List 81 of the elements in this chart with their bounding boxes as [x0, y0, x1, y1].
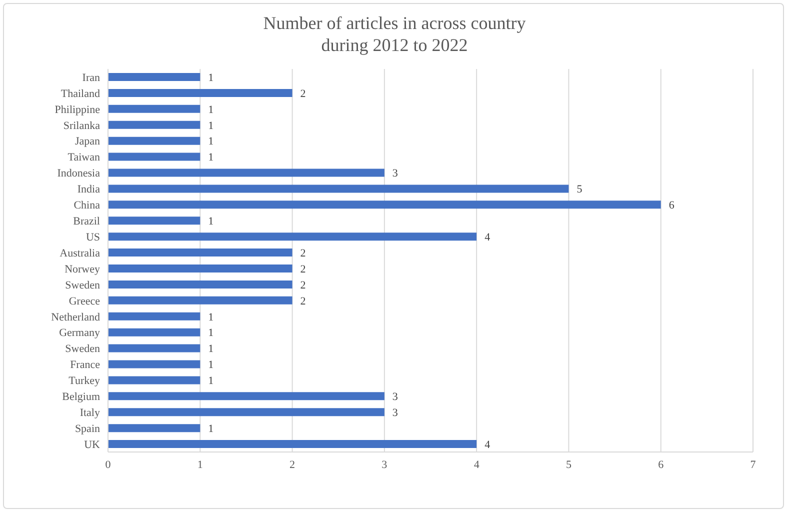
x-tick-label: 4 [474, 458, 480, 471]
bar [108, 408, 384, 416]
y-tick-label: India [77, 184, 100, 196]
x-tick-label: 5 [566, 458, 572, 471]
bar [108, 376, 200, 384]
y-tick-label: Brazil [73, 216, 100, 228]
data-label: 3 [392, 168, 398, 180]
bar [108, 440, 477, 448]
bar [108, 360, 200, 368]
bar [108, 392, 384, 400]
y-tick-label: Iran [82, 72, 100, 84]
y-tick-label: France [70, 359, 100, 372]
x-tick-label: 3 [382, 458, 388, 471]
bar [108, 424, 200, 432]
y-tick-label: US [86, 231, 100, 244]
x-tick-label: 6 [658, 458, 664, 471]
bar [108, 344, 200, 352]
data-label: 1 [208, 152, 214, 164]
data-label: 2 [300, 279, 306, 292]
y-tick-label: Australia [60, 247, 100, 260]
chart-title: Number of articles in across country during 2012 to 2022 [262, 12, 527, 56]
data-label: 4 [484, 438, 491, 451]
data-label: 1 [208, 343, 214, 356]
bar [108, 88, 292, 97]
y-tick-label: Italy [80, 407, 100, 420]
bar [108, 104, 200, 113]
y-tick-label: Sweden [65, 279, 100, 292]
bar [108, 120, 200, 129]
bar [108, 296, 292, 304]
bar [108, 328, 200, 336]
bar [108, 152, 200, 161]
data-label: 3 [392, 407, 398, 420]
y-tick-label: Germany [59, 327, 100, 340]
data-label: 1 [208, 120, 214, 132]
y-tick-label: Taiwan [68, 152, 100, 164]
data-label: 5 [576, 184, 583, 196]
bar [108, 136, 200, 145]
bar [108, 184, 569, 193]
bar [108, 73, 200, 81]
bar [108, 280, 292, 288]
data-label: 2 [300, 295, 306, 308]
bar [108, 232, 477, 241]
data-label: 2 [300, 263, 306, 276]
bar [108, 168, 384, 177]
y-tick-label: Belgium [62, 391, 100, 404]
data-label: 1 [208, 216, 214, 228]
data-label: 1 [208, 136, 214, 148]
x-tick-label: 2 [290, 458, 296, 471]
y-tick-label: UK [84, 438, 100, 451]
x-tick-label: 1 [197, 458, 203, 471]
bar [108, 200, 661, 209]
data-label: 1 [208, 422, 214, 435]
bar [108, 264, 292, 272]
bar [108, 312, 200, 320]
y-tick-label: Philippine [54, 104, 100, 116]
y-tick-label: Japan [74, 136, 100, 148]
data-label: 1 [208, 311, 214, 324]
y-tick-label: Netherland [51, 311, 100, 324]
y-tick-label: Greece [68, 295, 100, 308]
y-tick-label: Thailand [60, 88, 100, 100]
data-label: 1 [208, 104, 214, 116]
y-tick-label: Turkey [68, 375, 100, 388]
data-label: 2 [300, 247, 306, 260]
bar [108, 216, 200, 225]
data-label: 1 [208, 72, 214, 84]
bar [108, 248, 292, 257]
x-tick-label: 7 [750, 458, 756, 471]
y-tick-label: Sweden [65, 343, 100, 356]
x-tick-label: 0 [105, 458, 112, 471]
data-label: 2 [300, 88, 306, 100]
data-label: 1 [208, 375, 214, 388]
y-tick-label: China [74, 200, 100, 212]
y-tick-label: Indonesia [57, 168, 100, 180]
data-label: 3 [392, 391, 398, 404]
y-tick-label: Norwey [64, 263, 100, 276]
data-label: 1 [208, 359, 214, 372]
data-label: 4 [484, 231, 491, 244]
y-tick-label: Srilanka [63, 120, 100, 132]
y-tick-label: Spain [74, 422, 100, 435]
data-label: 6 [668, 200, 675, 212]
data-label: 1 [208, 327, 214, 340]
